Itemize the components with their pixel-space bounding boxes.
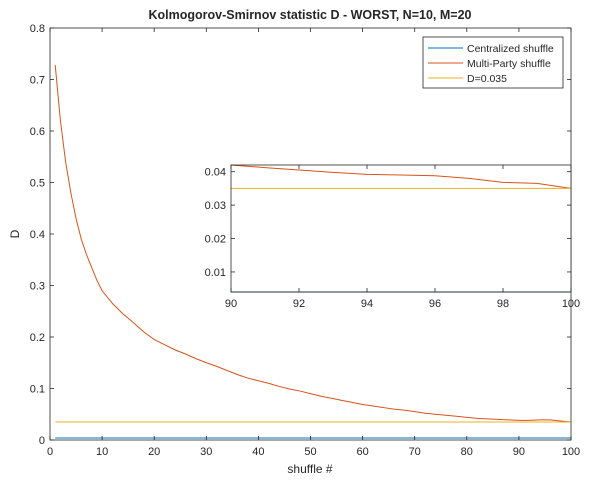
inset-x-ticks: 90 92 94 96 98 100	[225, 165, 580, 310]
legend-label-centralized: Centralized shuffle	[467, 43, 554, 55]
main-x-tick-label: 20	[148, 446, 160, 458]
main-x-tick-label: 70	[409, 446, 421, 458]
inset-x-tick-label: 94	[361, 298, 373, 310]
main-y-tick-label: 0.5	[30, 178, 45, 190]
main-x-tick-label: 30	[200, 446, 212, 458]
main-y-tick-label: 0.4	[30, 229, 45, 241]
main-y-tick-label: 0.3	[30, 281, 45, 293]
inset-x-tick-label: 100	[562, 298, 580, 310]
legend: Centralized shuffle Multi-Party shuffle …	[422, 36, 564, 89]
main-y-tick-label: 0.1	[30, 384, 45, 396]
main-x-tick-label: 100	[562, 446, 580, 458]
inset-x-tick-label: 98	[497, 298, 509, 310]
main-x-tick-label: 50	[304, 446, 316, 458]
main-y-tick-label: 0.7	[30, 75, 45, 87]
main-series-group	[54, 65, 572, 439]
main-series-line-1	[54, 65, 572, 423]
main-x-tick-label: 10	[96, 446, 108, 458]
main-x-tick-label: 40	[252, 446, 264, 458]
inset-x-tick-label: 96	[429, 298, 441, 310]
legend-label-threshold: D=0.035	[467, 73, 507, 85]
main-x-tick-label: 0	[47, 446, 53, 458]
inset-plot-area	[231, 165, 571, 292]
main-y-tick-label: 0	[39, 435, 45, 447]
inset-y-tick-label: 0.04	[205, 167, 226, 179]
main-y-tick-label: 0.2	[30, 332, 45, 344]
main-x-axis-label: shuffle #	[287, 462, 332, 476]
legend-label-multi-party: Multi-Party shuffle	[467, 58, 551, 70]
main-y-tick-label: 0.6	[30, 126, 45, 138]
inset-y-tick-label: 0.03	[205, 200, 226, 212]
inset-x-tick-label: 90	[225, 298, 237, 310]
main-x-ticks: 0 10 20 30 40 50 60 70 80 90 100	[47, 28, 580, 458]
main-x-tick-label: 90	[513, 446, 525, 458]
inset-axes: 90 92 94 96 98 100 0.01 0.02 0.03 0.04	[205, 164, 580, 310]
inset-y-tick-label: 0.01	[205, 267, 226, 279]
inset-x-tick-label: 92	[293, 298, 305, 310]
main-x-tick-label: 80	[461, 446, 473, 458]
inset-series-line-1	[230, 164, 572, 189]
main-y-tick-label: 0.8	[30, 23, 45, 35]
main-x-tick-label: 60	[356, 446, 368, 458]
inset-axes-box	[230, 164, 572, 293]
main-y-axis-label: D	[8, 229, 22, 238]
main-chart-title: Kolmogorov-Smirnov statistic D - WORST, …	[149, 8, 472, 22]
main-y-ticks: 0 0.1 0.2 0.3 0.4 0.5 0.6 0.7 0.8	[30, 23, 571, 447]
inset-y-tick-label: 0.02	[205, 234, 226, 246]
inset-y-ticks: 0.01 0.02 0.03 0.04	[205, 167, 571, 279]
